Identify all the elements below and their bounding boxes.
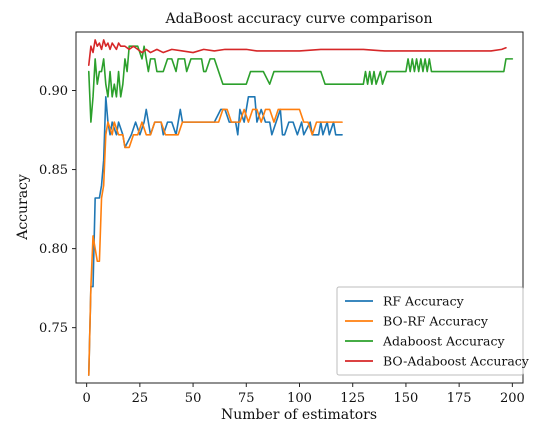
x-tick-label: 175 (447, 391, 472, 406)
y-tick-label: 0.85 (39, 163, 68, 178)
y-axis-label: Accuracy (15, 174, 31, 241)
x-tick-label: 0 (83, 391, 91, 406)
series-line-rf-accuracy (87, 96, 343, 376)
x-tick-label: 25 (132, 391, 149, 406)
x-tick-label: 150 (394, 391, 419, 406)
x-tick-label: 100 (287, 391, 312, 406)
y-axis: 0.75 0.80 0.85 0.90 (39, 84, 76, 336)
x-axis-label: Number of estimators (221, 407, 377, 423)
x-tick-label: 200 (500, 391, 525, 406)
x-tick-label: 75 (238, 391, 255, 406)
series-line-adaboost-accuracy (87, 45, 514, 123)
legend-label: RF Accuracy (383, 294, 465, 309)
y-tick-label: 0.80 (39, 242, 68, 257)
chart-title: AdaBoost accuracy curve comparison (165, 11, 433, 27)
legend-label: Adaboost Accuracy (382, 334, 505, 349)
legend-box (336, 286, 524, 376)
x-tick-label: 50 (185, 391, 202, 406)
legend-label: BO-Adaboost Accuracy (383, 354, 530, 369)
series-lines (87, 39, 514, 376)
y-tick-label: 0.90 (39, 84, 68, 99)
x-tick-label: 125 (340, 391, 365, 406)
legend-label: BO-RF Accuracy (383, 314, 489, 329)
series-line-bo-adaboost-accuracy (87, 39, 507, 66)
series-line-bo-rf-accuracy (87, 108, 343, 376)
legend: RF Accuracy BO-RF Accuracy Adaboost Accura… (336, 286, 530, 376)
x-axis: 0 25 50 75 100 125 150 175 200 (83, 383, 525, 406)
y-tick-label: 0.75 (39, 321, 68, 336)
